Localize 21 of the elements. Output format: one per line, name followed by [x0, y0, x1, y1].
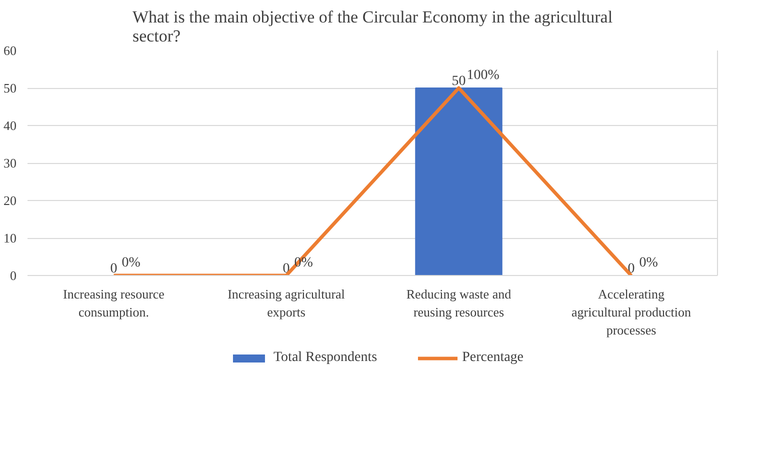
- data-label: 0: [110, 262, 118, 276]
- y-tick-label: 30: [4, 156, 16, 170]
- x-tick-label: Reducing waste and reusing resources: [406, 286, 512, 320]
- y-tick-label: 0: [10, 268, 16, 283]
- y-tick-label: 10: [4, 230, 16, 246]
- chart-title: What is the main objective of the Circular Economy in the agricultural sector?: [132, 8, 613, 46]
- data-label: 0%: [639, 256, 658, 270]
- data-label: 0: [282, 262, 290, 276]
- x-tick-label: Accelerating agricultural production processes: [572, 286, 692, 338]
- y-tick-label: 20: [4, 193, 16, 208]
- data-label: 50: [452, 74, 466, 89]
- x-tick-label: Increasing agricultural exports: [228, 286, 346, 320]
- y-tick-label: 50: [4, 80, 16, 96]
- data-label: 0%: [122, 256, 141, 270]
- legend-label: Percentage: [462, 350, 524, 366]
- data-label: 0: [628, 262, 635, 276]
- y-tick-label: 40: [4, 118, 16, 133]
- legend-label: Total Respondents: [273, 350, 378, 366]
- y-tick-label: 60: [4, 43, 16, 58]
- x-tick-label: Increasing resource consumption.: [63, 286, 165, 320]
- data-label: 100%: [466, 68, 500, 83]
